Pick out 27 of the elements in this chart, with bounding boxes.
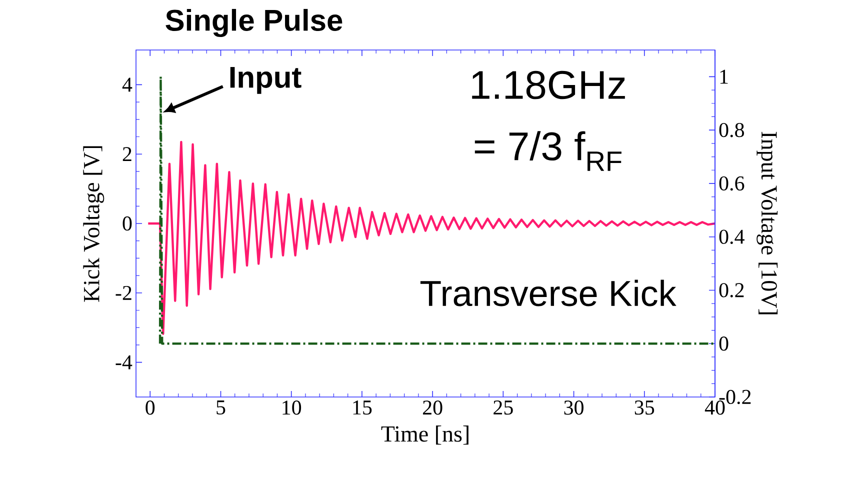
x-tick-label: 35: [634, 400, 654, 415]
y2-tick-label: 1: [720, 70, 728, 84]
x-tick-label: 5: [216, 400, 226, 414]
y2-tick-label: 0.6: [719, 176, 744, 191]
y-tick-label: 2: [122, 147, 132, 162]
y2-tick-label: 0.8: [719, 122, 744, 138]
y-tick-label: 4: [122, 78, 132, 92]
y2-tick-label: 0: [719, 336, 728, 351]
y-tick-label: -2: [116, 286, 132, 300]
annotation: = 7/3 f$_{RF}$: [474, 131, 622, 171]
chart-title: Single Pulse: [166, 8, 342, 38]
y2-tick-label: 0.2: [719, 283, 744, 298]
y2-tick-label: 0.4: [719, 230, 744, 244]
x-tick-label: 30: [564, 400, 584, 415]
annotation: Input: [230, 67, 302, 94]
y2-axis-title: Input Voltage [10V]: [756, 132, 778, 314]
annotation: Transverse Kick: [420, 280, 676, 306]
y-tick-label: 0: [122, 216, 132, 231]
y-axis-title: Kick Voltage [V]: [83, 146, 104, 302]
x-axis-title: Time [ns]: [381, 426, 468, 445]
x-tick-label: 15: [353, 400, 372, 415]
x-tick-label: 0: [146, 400, 155, 415]
x-tick-label: 20: [422, 400, 442, 415]
y-tick-label: -4: [116, 355, 132, 370]
x-tick-label: 25: [494, 400, 513, 415]
annotation: 1.18GHz: [472, 70, 625, 100]
x-tick-label: 10: [282, 400, 302, 415]
